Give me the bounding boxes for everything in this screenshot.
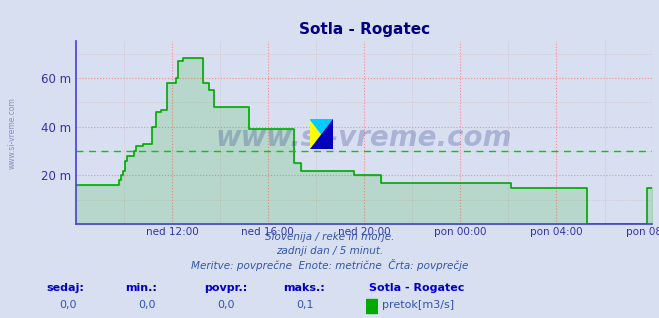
Polygon shape [310,119,333,149]
Text: 0,0: 0,0 [138,301,156,310]
Text: pretok[m3/s]: pretok[m3/s] [382,301,454,310]
Text: maks.:: maks.: [283,283,325,293]
Polygon shape [310,119,333,149]
Polygon shape [310,119,333,149]
Title: Sotla - Rogatec: Sotla - Rogatec [299,22,430,38]
Text: Slovenija / reke in morje.: Slovenija / reke in morje. [265,232,394,242]
Bar [366,299,377,313]
Text: 0,0: 0,0 [59,301,77,310]
Text: min.:: min.: [125,283,157,293]
Text: povpr.:: povpr.: [204,283,248,293]
Text: 0,1: 0,1 [297,301,314,310]
Text: www.si-vreme.com: www.si-vreme.com [216,124,512,152]
Text: sedaj:: sedaj: [46,283,84,293]
Text: Meritve: povprečne  Enote: metrične  Črta: povprečje: Meritve: povprečne Enote: metrične Črta:… [191,259,468,271]
Text: zadnji dan / 5 minut.: zadnji dan / 5 minut. [276,246,383,256]
Text: www.si-vreme.com: www.si-vreme.com [8,98,17,169]
Text: Sotla - Rogatec: Sotla - Rogatec [369,283,465,293]
Text: 0,0: 0,0 [217,301,235,310]
